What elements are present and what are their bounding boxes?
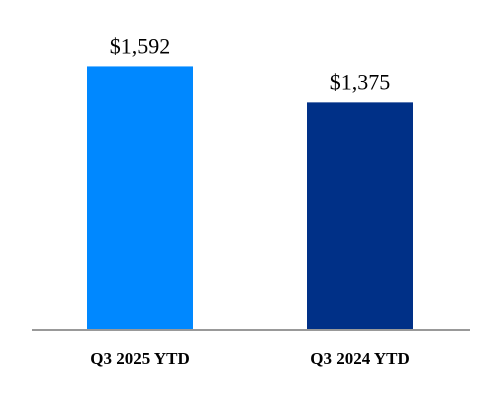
value-labels-layer: $1,592 $1,375 [110,33,391,94]
bar-q3-2024-ytd [307,102,413,330]
category-label-q3-2025-ytd: Q3 2025 YTD [90,349,190,368]
bar-q3-2025-ytd [87,66,193,331]
value-label-q3-2025-ytd: $1,592 [110,33,171,58]
value-label-q3-2024-ytd: $1,375 [330,69,391,94]
bars-layer [87,66,413,331]
category-labels-layer: Q3 2025 YTD Q3 2024 YTD [90,349,410,368]
category-label-q3-2024-ytd: Q3 2024 YTD [310,349,410,368]
